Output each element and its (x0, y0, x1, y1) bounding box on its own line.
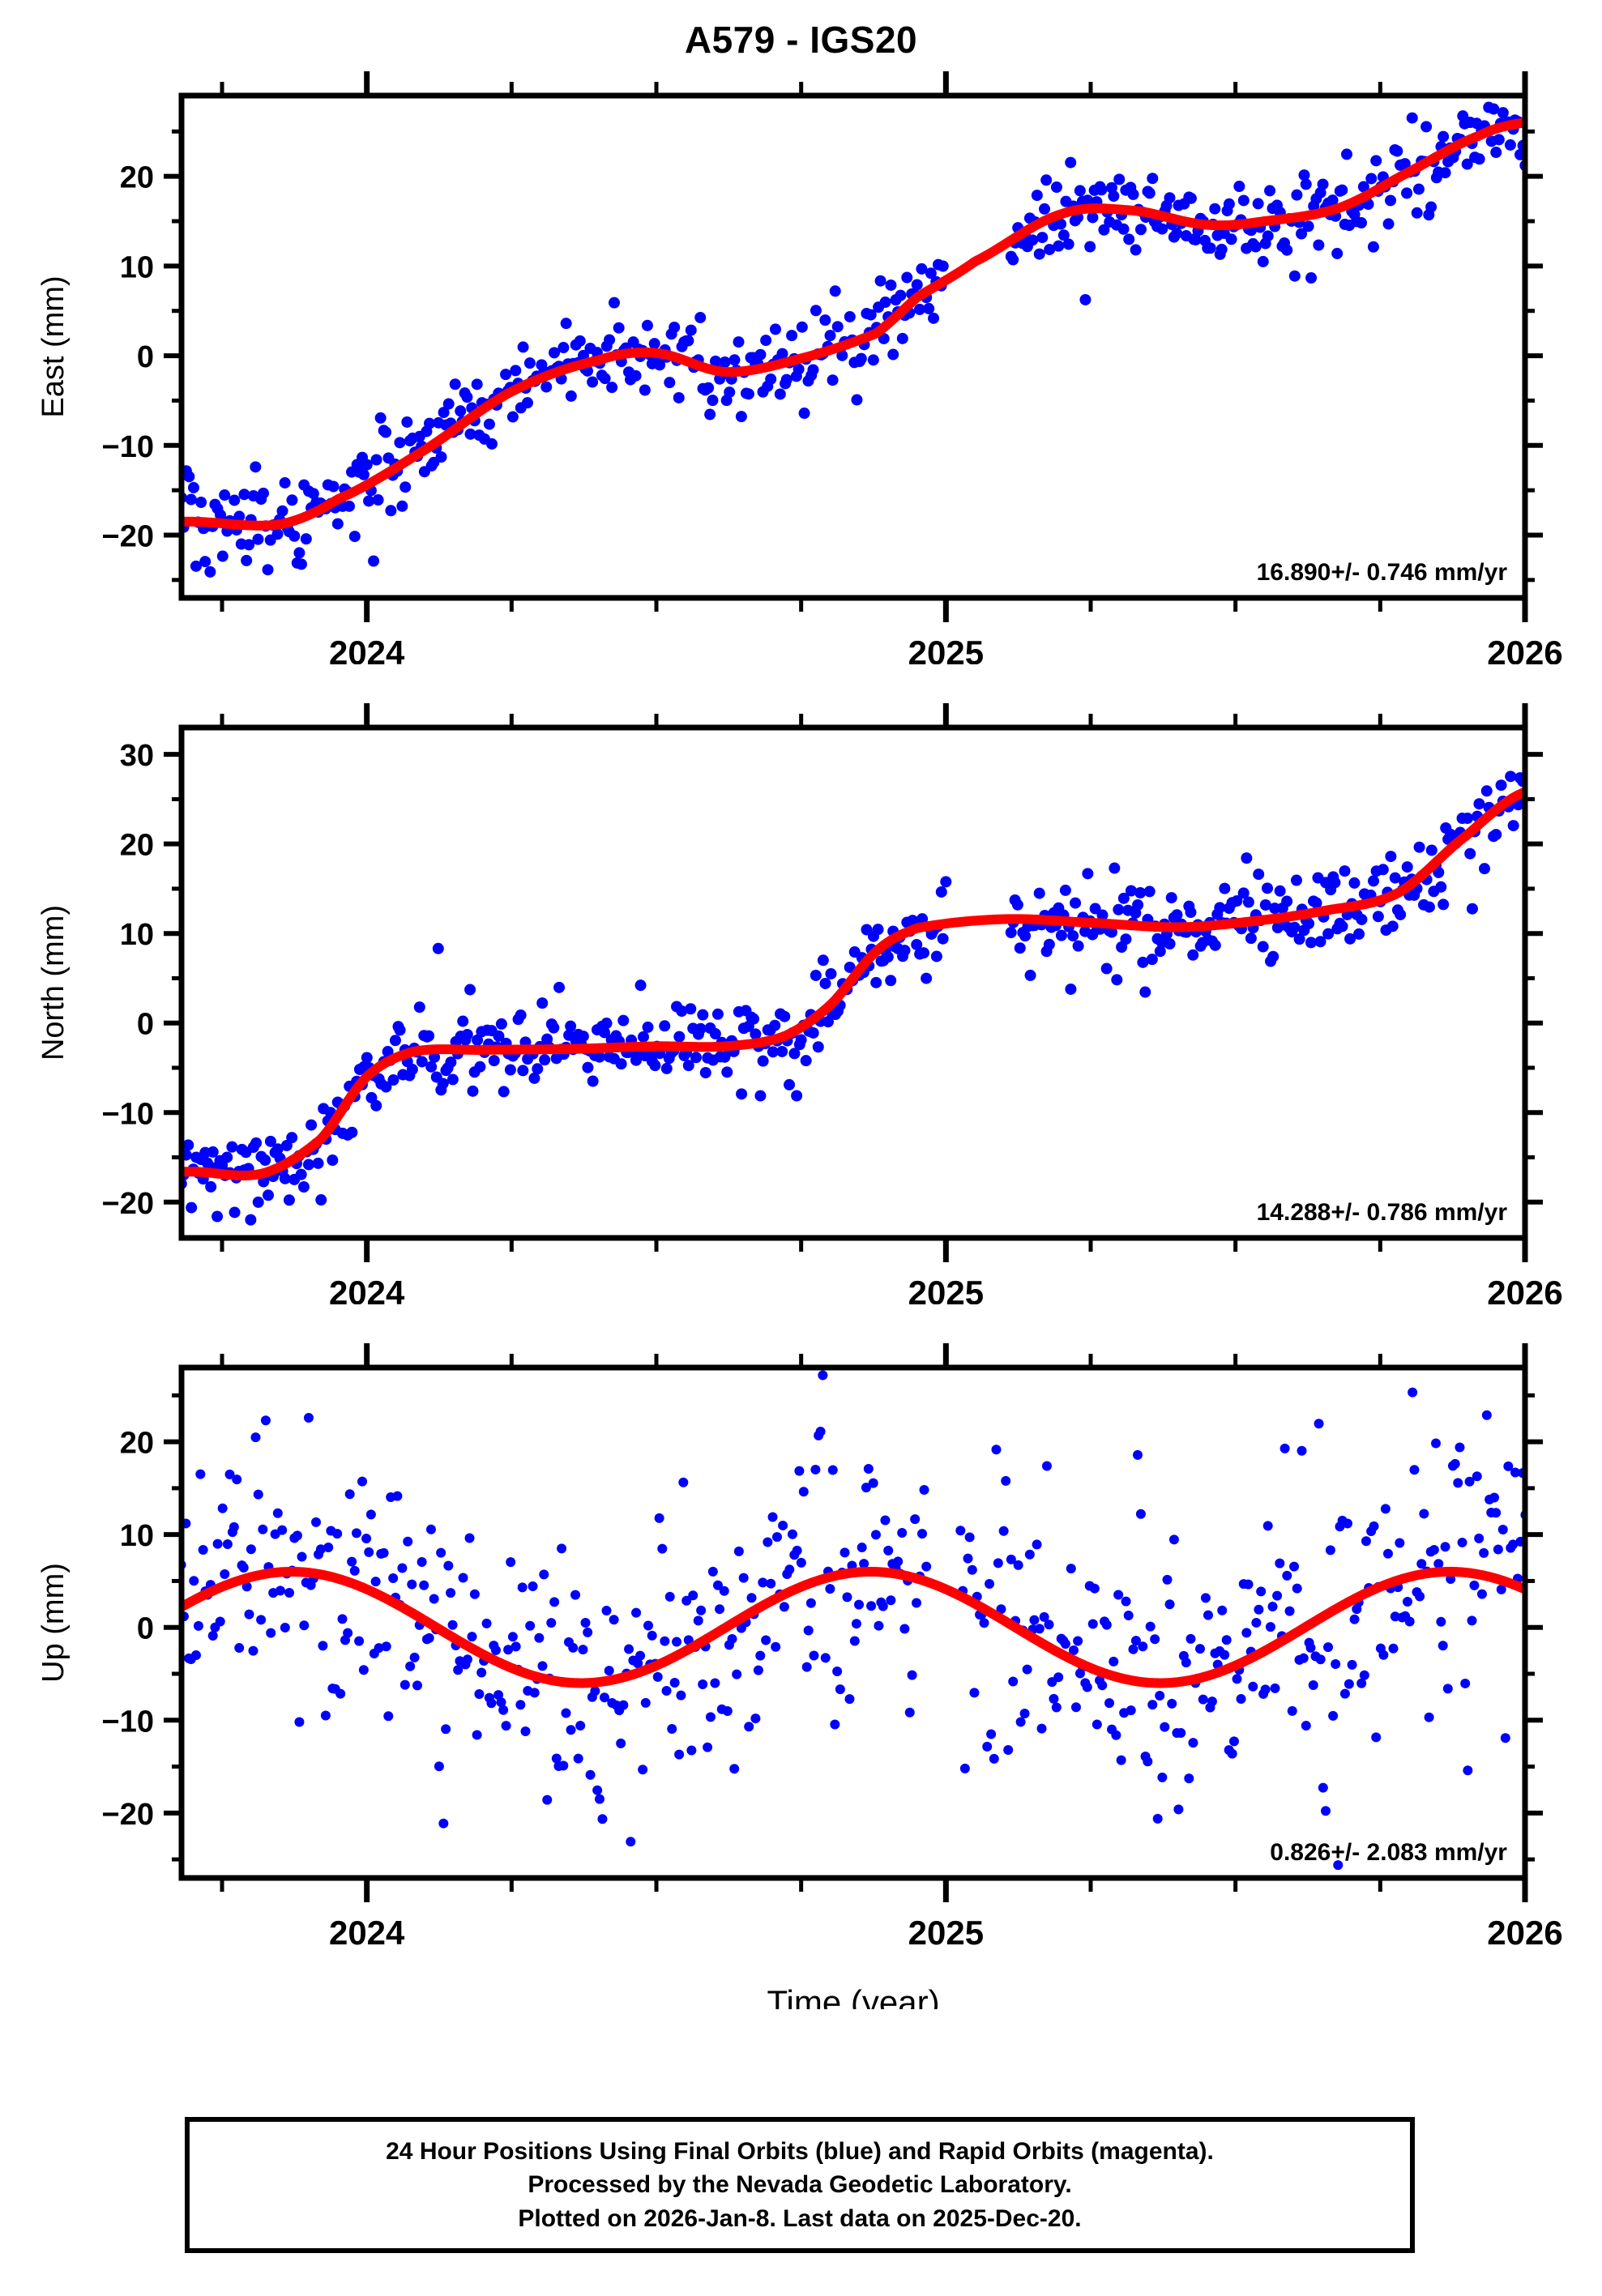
trend-curve (182, 1567, 1525, 1688)
plot-frame (178, 724, 1528, 1241)
x-tick-label: 2024 (329, 634, 405, 664)
y-axis-title: Up (mm) (36, 1563, 70, 1683)
x-tick-label: 2026 (1487, 634, 1562, 664)
panel-north: 30 20 10 0 −10 −20 North (mm) 2024 2025 2026 14.28… (0, 681, 1602, 1304)
panel-east: 20 10 0 −10 −20 East (mm) 2024 2025 2026 16.890+/… (0, 49, 1602, 664)
rate-annotation: 16.890+/- 0.746 mm/yr (1257, 559, 1508, 586)
caption-box: 24 Hour Positions Using Final Orbits (bl… (185, 2117, 1415, 2253)
y-tick-label: −20 (102, 1187, 154, 1221)
x-tick-label: 2025 (908, 1274, 984, 1304)
y-tick-label: −10 (102, 1705, 154, 1739)
rate-annotation: 14.288+/- 0.786 mm/yr (1257, 1199, 1508, 1226)
caption-line-1: 24 Hour Positions Using Final Orbits (bl… (386, 2137, 1214, 2165)
x-tick-label: 2024 (329, 1914, 405, 1952)
x-axis: 2024 2025 2026 (220, 703, 1563, 1304)
page-title: A579 - IGS20 (684, 19, 918, 61)
plot-frame (178, 92, 1528, 601)
x-tick-label: 2026 (1487, 1274, 1562, 1304)
y-tick-label: 0 (137, 340, 154, 374)
y-tick-label: 30 (120, 739, 154, 773)
x-tick-label: 2026 (1487, 1914, 1562, 1952)
y-tick-label: 20 (120, 1427, 154, 1461)
y-axis: 20 10 0 −10 −20 (102, 129, 1543, 583)
y-tick-label: 20 (120, 161, 154, 195)
x-tick-label: 2025 (908, 634, 984, 664)
x-axis: 2024 2025 2026 (220, 71, 1563, 664)
panel-up: 20 10 0 −10 −20 Up (mm) 2024 2025 2026 0.826+/- 2… (0, 1321, 1602, 2009)
x-tick-label: 2025 (908, 1914, 984, 1952)
y-axis-title: North (mm) (36, 905, 70, 1061)
y-tick-label: −10 (102, 1097, 154, 1131)
plot-frame (178, 1364, 1528, 1881)
y-tick-label: 10 (120, 250, 154, 284)
x-axis-title: Time (year) (767, 1983, 939, 2009)
x-axis: 2024 2025 2026 (220, 1343, 1563, 1952)
y-tick-label: −10 (102, 430, 154, 464)
y-axis: 30 20 10 0 −10 −20 (102, 739, 1543, 1221)
trend-curve (182, 117, 1525, 531)
y-tick-label: 10 (120, 1519, 154, 1553)
y-axis: 20 10 0 −10 −20 (102, 1393, 1543, 1862)
rate-annotation: 0.826+/- 2.083 mm/yr (1270, 1839, 1507, 1866)
y-tick-label: 0 (137, 1008, 154, 1042)
trend-curve (182, 787, 1525, 1180)
y-tick-label: −20 (102, 520, 154, 554)
y-tick-label: 0 (137, 1612, 154, 1646)
y-axis-title: East (mm) (36, 275, 70, 417)
y-tick-label: 10 (120, 918, 154, 952)
caption-line-2: Processed by the Nevada Geodetic Laborat… (528, 2171, 1072, 2199)
x-tick-label: 2024 (329, 1274, 405, 1304)
y-tick-label: 20 (120, 829, 154, 863)
caption-line-3: Plotted on 2026-Jan-8. Last data on 2025… (518, 2204, 1082, 2232)
y-tick-label: −20 (102, 1798, 154, 1832)
